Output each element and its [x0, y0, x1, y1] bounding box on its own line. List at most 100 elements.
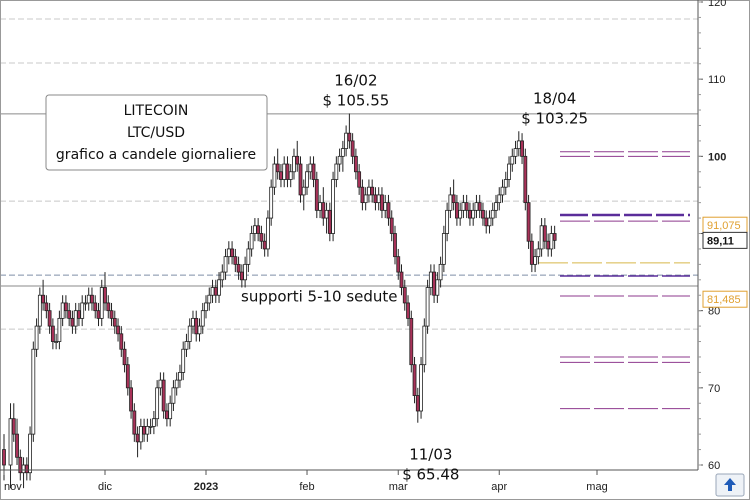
title-line: grafico a candele giornaliere: [56, 147, 256, 163]
candle-up: [367, 186, 371, 196]
candle-down: [236, 263, 241, 273]
candle-down: [67, 310, 72, 319]
candle-down: [90, 294, 94, 304]
candle-up: [246, 248, 251, 265]
candle-down: [103, 287, 107, 304]
candle-down: [295, 155, 300, 165]
x-tick-label: apr: [491, 481, 507, 493]
candle-up: [168, 402, 173, 420]
candle-down: [399, 271, 404, 288]
candle-down: [451, 194, 456, 204]
price-badge-label: 91,075: [707, 220, 741, 232]
candle-down: [213, 287, 218, 296]
candle-down: [135, 433, 140, 443]
candle-down: [454, 202, 459, 219]
candle-up: [21, 464, 26, 474]
candle-down: [122, 348, 127, 366]
candles: [2, 113, 557, 489]
candle-down: [327, 209, 332, 234]
candle-up: [441, 233, 446, 265]
candle-up: [292, 155, 296, 173]
candle-down: [396, 256, 401, 273]
x-tick-label: mar: [389, 481, 408, 493]
candle-down: [106, 302, 111, 312]
candle-down: [468, 209, 472, 219]
y-tick-label: 80: [708, 306, 720, 318]
candle-down: [194, 317, 199, 335]
candle-down: [389, 217, 394, 234]
y-tick-label: 100: [708, 151, 726, 163]
scroll-button[interactable]: [715, 473, 745, 497]
candle-up: [86, 294, 91, 304]
candle-down: [409, 317, 414, 366]
candle-down: [406, 302, 410, 319]
candle-up: [99, 287, 104, 319]
candle-down: [477, 202, 482, 211]
price-badge-label: 81,485: [707, 294, 741, 306]
candle-up: [474, 202, 479, 211]
candle-down: [402, 287, 407, 304]
candle-down: [311, 163, 316, 180]
candle-down: [432, 271, 436, 296]
y-tick-label: 70: [708, 383, 720, 395]
candle-down: [239, 271, 244, 281]
candle-up: [178, 371, 182, 381]
candle-up: [184, 341, 189, 350]
candle-down: [230, 248, 234, 258]
candle-up: [269, 186, 274, 219]
price-badge-label: 89,11: [707, 235, 734, 247]
candle-up: [340, 148, 345, 157]
candle-down: [481, 209, 485, 219]
candle-down: [380, 194, 384, 211]
candle-down: [41, 294, 45, 304]
title-line: LITECOIN: [124, 103, 189, 119]
candle-up: [445, 209, 450, 234]
candle-down: [233, 256, 238, 265]
candle-down: [321, 202, 326, 219]
candle-down: [11, 418, 16, 435]
candle-up: [448, 194, 453, 211]
candle-down: [314, 179, 319, 211]
candle-up: [207, 294, 212, 304]
candle-down: [256, 225, 261, 234]
candle-up: [210, 287, 215, 296]
candle-up: [252, 225, 257, 234]
candle-up: [145, 426, 150, 435]
candle-up: [435, 279, 440, 296]
candle-down: [373, 194, 378, 204]
candle-up: [181, 348, 186, 373]
candle-down: [552, 233, 557, 241]
candle-up: [266, 217, 270, 250]
candle-down: [298, 163, 303, 196]
candle-down: [386, 202, 391, 219]
candle-down: [393, 233, 397, 258]
x-tick-label: mag: [586, 481, 607, 493]
y-tick-label: 60: [708, 460, 720, 472]
candle-down: [523, 155, 528, 204]
candle-up: [549, 233, 554, 250]
candle-up: [344, 132, 349, 150]
candle-up: [383, 202, 388, 211]
candle-up: [513, 148, 518, 157]
candle-up: [490, 209, 495, 219]
candle-up: [171, 387, 176, 404]
candle-down: [370, 186, 375, 196]
candle-down: [542, 225, 547, 242]
candle-up: [191, 317, 195, 327]
candle-down: [44, 302, 49, 312]
candle-down: [526, 202, 531, 242]
candle-down: [119, 333, 124, 350]
candle-down: [50, 325, 55, 342]
candle-up: [334, 163, 339, 180]
candle-up: [138, 426, 143, 443]
candle-down: [132, 410, 137, 435]
annotation-price: $ 65.48: [402, 466, 459, 484]
candle-down: [350, 140, 355, 157]
candle-up: [536, 248, 541, 258]
x-tick-label: dic: [98, 481, 113, 493]
candle-up: [419, 364, 423, 412]
arrow-up-icon: [724, 478, 736, 491]
